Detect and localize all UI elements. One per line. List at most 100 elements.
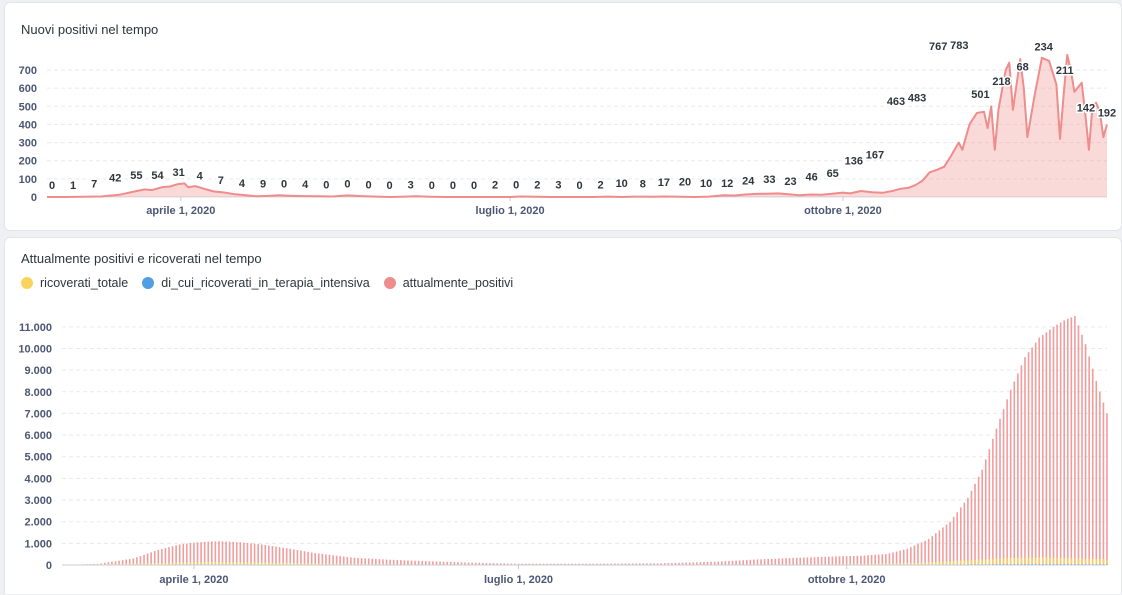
bar-ricoverati-totale — [942, 561, 944, 565]
bar-attualmente-positivi — [254, 544, 256, 565]
bar-ricoverati-totale — [992, 559, 994, 565]
bar-ricoverati-totale — [1021, 558, 1023, 565]
bar-attualmente-positivi — [407, 560, 409, 565]
y-tick-label: 9.000 — [24, 365, 52, 377]
bar-attualmente-positivi — [279, 547, 281, 565]
bar-attualmente-positivi — [322, 554, 324, 565]
bar-attualmente-positivi — [300, 551, 302, 565]
bar-attualmente-positivi — [750, 560, 752, 565]
bar-attualmente-positivi — [158, 550, 160, 565]
bar-attualmente-positivi — [182, 544, 184, 565]
bar-attualmente-positivi — [343, 557, 345, 565]
active-and-hospitalized-chart: 01.0002.0003.0004.0005.0006.0007.0008.00… — [5, 238, 1122, 595]
bar-ricoverati-totale — [949, 561, 951, 565]
bar-attualmente-positivi — [764, 559, 766, 565]
bar-attualmente-positivi — [757, 559, 759, 565]
data-label: 2 — [492, 180, 498, 192]
bar-attualmente-positivi — [892, 552, 894, 565]
data-label: 10 — [700, 178, 712, 190]
data-label: 783 — [950, 40, 968, 52]
data-label: 7 — [91, 179, 97, 191]
data-label: 20 — [679, 176, 691, 188]
data-label: 7 — [218, 175, 224, 187]
y-tick-label: 400 — [19, 119, 37, 131]
data-label: 8 — [640, 179, 646, 191]
bar-attualmente-positivi — [304, 551, 306, 565]
data-label: 46 — [805, 172, 817, 184]
bar-attualmente-positivi — [989, 449, 991, 565]
y-tick-label: 10.000 — [18, 343, 52, 355]
bar-attualmente-positivi — [357, 558, 359, 565]
bar-attualmente-positivi — [928, 539, 930, 565]
bar-ricoverati-totale — [1063, 558, 1065, 565]
bar-attualmente-positivi — [350, 557, 352, 565]
bar-ricoverati-totale — [981, 559, 983, 565]
bar-attualmente-positivi — [1099, 392, 1101, 565]
bar-attualmente-positivi — [186, 544, 188, 565]
bar-attualmente-positivi — [1046, 332, 1048, 565]
bar-ricoverati-totale — [946, 561, 948, 565]
bar-attualmente-positivi — [386, 560, 388, 565]
data-label: 24 — [742, 176, 755, 188]
bar-attualmente-positivi — [931, 536, 933, 565]
bar-attualmente-positivi — [439, 562, 441, 565]
bar-attualmente-positivi — [261, 544, 263, 565]
bar-attualmente-positivi — [247, 543, 249, 565]
bar-attualmente-positivi — [354, 558, 356, 565]
bar-attualmente-positivi — [414, 561, 416, 565]
bar-attualmente-positivi — [903, 550, 905, 565]
bar-ricoverati-totale — [971, 560, 973, 565]
bar-ricoverati-totale — [1071, 558, 1073, 565]
bar-attualmente-positivi — [778, 559, 780, 565]
data-label: 501 — [971, 89, 989, 101]
bar-attualmente-positivi — [336, 556, 338, 565]
bar-attualmente-positivi — [921, 542, 923, 565]
chart-card-active-and-hospitalized: Attualmente positivi e ricoverati nel te… — [4, 237, 1122, 594]
bar-attualmente-positivi — [275, 547, 277, 565]
bar-attualmente-positivi — [329, 555, 331, 565]
y-tick-label: 500 — [19, 101, 37, 113]
y-tick-label: 100 — [19, 174, 37, 186]
bar-attualmente-positivi — [867, 555, 869, 565]
data-label: 483 — [908, 92, 926, 104]
bar-attualmente-positivi — [817, 557, 819, 565]
bar-attualmente-positivi — [1053, 327, 1055, 565]
bar-ricoverati-totale — [960, 560, 962, 565]
data-label: 12 — [721, 178, 733, 190]
bar-attualmente-positivi — [924, 541, 926, 565]
data-label: 10 — [616, 178, 628, 190]
bar-attualmente-positivi — [953, 517, 955, 565]
bar-attualmente-positivi — [1096, 381, 1098, 565]
bar-attualmente-positivi — [179, 544, 181, 565]
data-label: 55 — [130, 170, 142, 182]
bar-attualmente-positivi — [942, 527, 944, 565]
bar-attualmente-positivi — [268, 546, 270, 565]
data-label: 0 — [344, 178, 350, 190]
bar-attualmente-positivi — [996, 429, 998, 565]
bar-ricoverati-totale — [1067, 558, 1069, 565]
bar-attualmente-positivi — [878, 555, 880, 565]
data-label: 2 — [598, 180, 604, 192]
bar-attualmente-positivi — [799, 558, 801, 565]
bar-attualmente-positivi — [236, 542, 238, 565]
bar-attualmente-positivi — [1006, 399, 1008, 565]
bar-attualmente-positivi — [914, 546, 916, 565]
bar-attualmente-positivi — [760, 559, 762, 565]
bar-attualmente-positivi — [721, 561, 723, 565]
y-tick-label: 600 — [19, 83, 37, 95]
bar-attualmente-positivi — [425, 561, 427, 565]
data-label: 33 — [763, 174, 775, 186]
bar-attualmente-positivi — [917, 544, 919, 565]
y-tick-label: 3.000 — [24, 495, 52, 507]
y-tick-label: 200 — [19, 156, 37, 168]
x-tick-label: luglio 1, 2020 — [484, 574, 553, 586]
bar-attualmente-positivi — [935, 533, 937, 565]
bar-attualmente-positivi — [832, 557, 834, 565]
data-label: 4 — [239, 178, 246, 190]
data-label: 0 — [576, 180, 582, 192]
x-tick-label: ottobre 1, 2020 — [804, 205, 882, 217]
data-label: 3 — [555, 179, 561, 191]
bar-ricoverati-totale — [985, 559, 987, 565]
bar-attualmente-positivi — [785, 558, 787, 565]
